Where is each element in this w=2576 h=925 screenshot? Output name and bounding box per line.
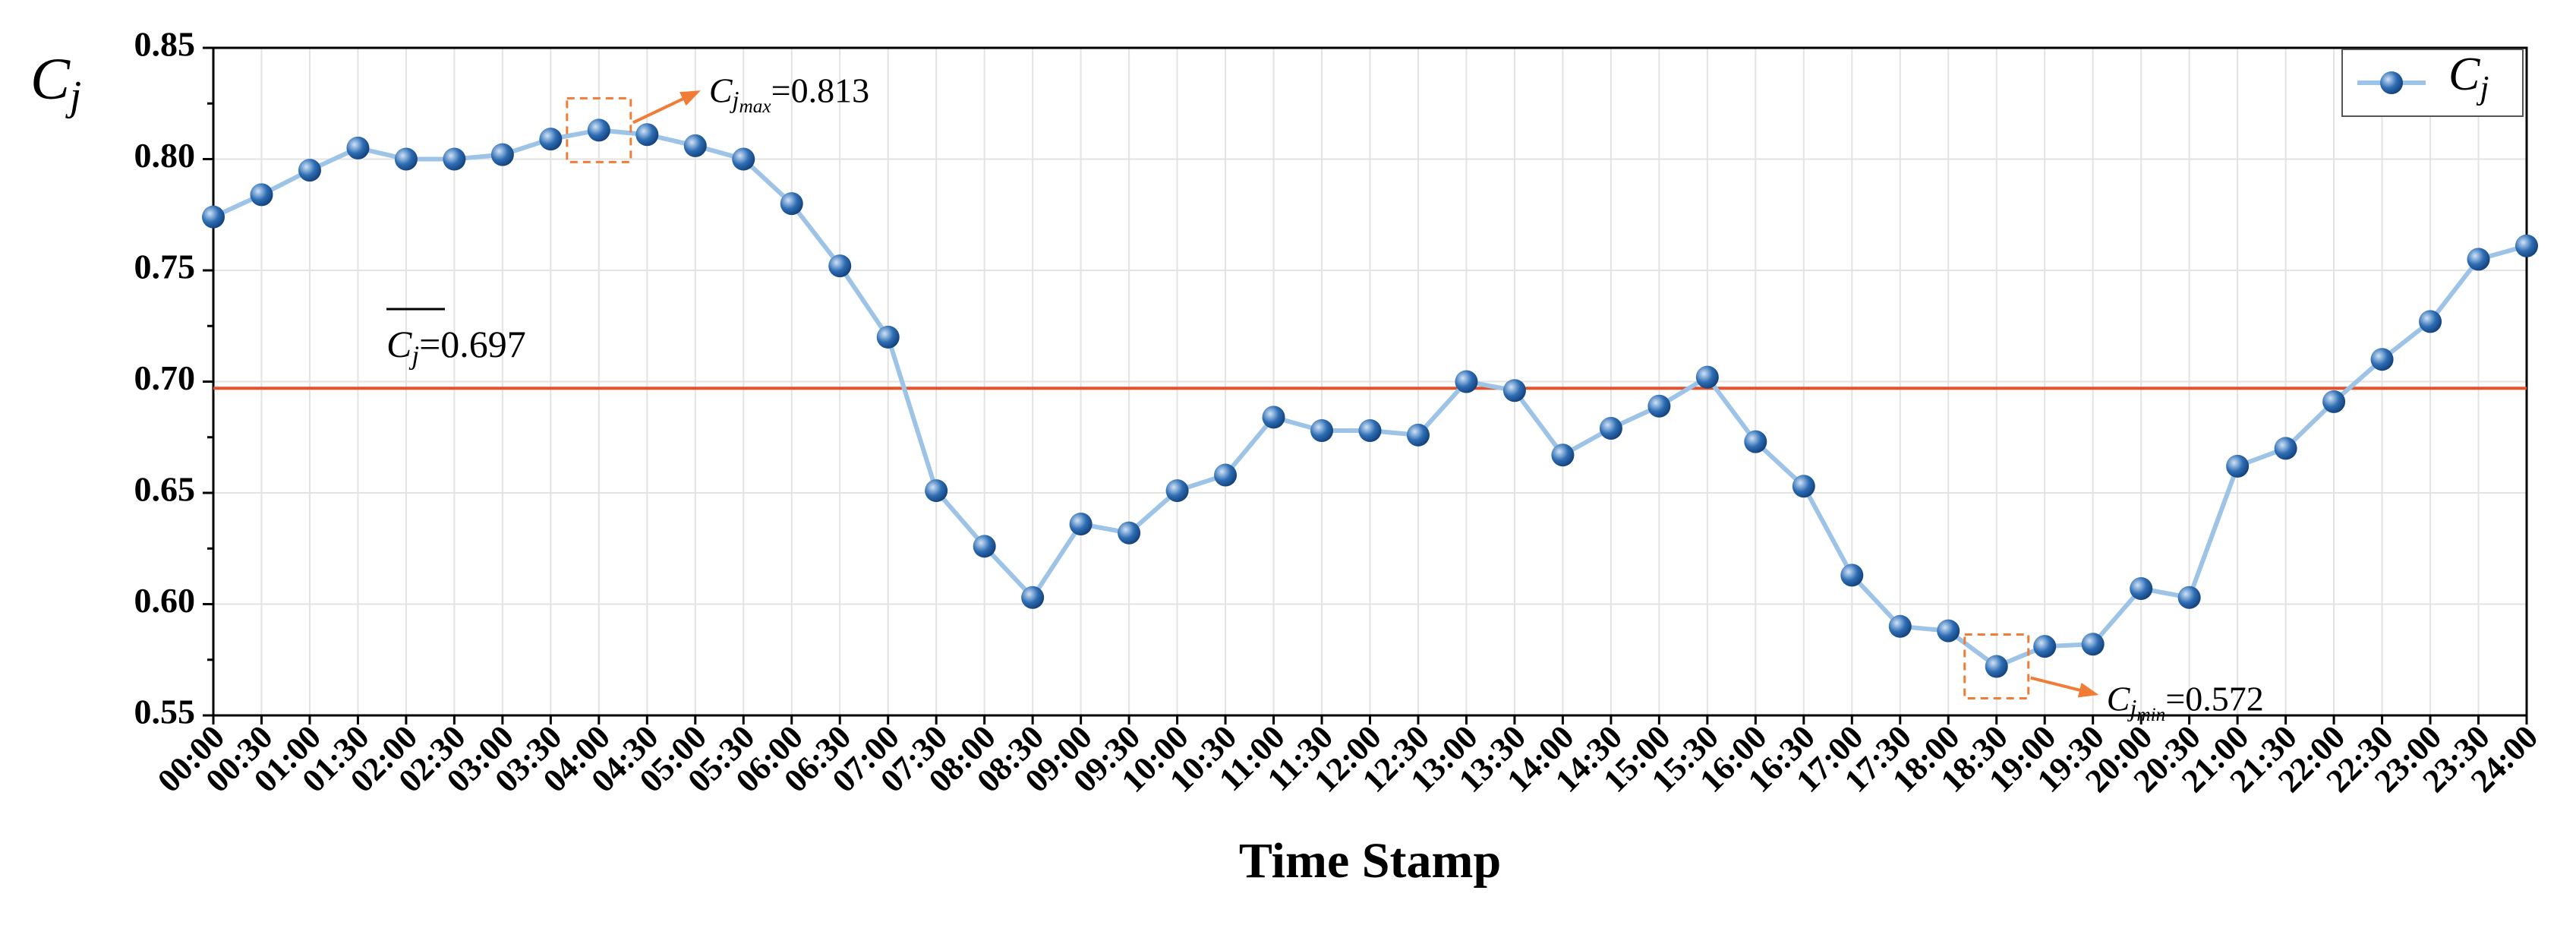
annotation-value: =0.572 [2165, 679, 2263, 718]
data-point [2515, 234, 2538, 257]
data-point [2081, 633, 2105, 656]
data-point [780, 192, 803, 216]
data-point [1455, 370, 1478, 393]
data-point [1358, 418, 1382, 442]
data-point [539, 128, 563, 151]
data-point [1744, 430, 1767, 453]
data-point [1310, 418, 1334, 442]
y-tick-label: 0.70 [134, 358, 196, 397]
data-point [490, 143, 514, 166]
data-point [1021, 586, 1045, 609]
data-point [1118, 521, 1141, 545]
data-point [1502, 379, 1526, 403]
x-axis-label: Time Stamp [1239, 833, 1501, 889]
legend-label: Cj [2448, 49, 2489, 106]
data-point [2274, 437, 2297, 460]
y-tick-label: 0.65 [134, 470, 196, 509]
data-point [250, 183, 273, 207]
annotation-value: =0.697 [419, 323, 526, 365]
data-point [2226, 454, 2250, 478]
data-point [732, 147, 755, 171]
annotation-label: Cjmin=0.572 [2107, 679, 2264, 725]
symbol: C [30, 46, 71, 112]
data-point [2370, 348, 2394, 371]
subscript: min [2136, 704, 2165, 725]
data-point [1792, 475, 1815, 498]
symbol: C [709, 71, 733, 109]
subscript: j [2476, 69, 2489, 106]
symbol: C [2448, 49, 2480, 100]
annotation-box [1963, 633, 2030, 700]
annotation-label: Cjmax=0.813 [709, 71, 869, 117]
data-point [2130, 576, 2153, 600]
arrow-head [2077, 682, 2099, 698]
y-tick-label: 0.55 [134, 693, 196, 731]
data-point [1985, 655, 2008, 678]
data-point [1937, 619, 1960, 642]
data-point [2322, 390, 2346, 413]
data-point [925, 479, 948, 503]
data-point [587, 118, 610, 142]
data-point [202, 205, 225, 229]
data-point [1069, 513, 1093, 536]
data-point [1840, 564, 1864, 587]
subscript: j [65, 72, 81, 118]
data-point [2467, 248, 2490, 271]
data-point [394, 147, 418, 171]
data-point [1647, 394, 1671, 418]
y-tick-label: 0.75 [134, 248, 196, 286]
data-point [1214, 463, 1238, 487]
data-point [1165, 479, 1189, 503]
data-point [1406, 423, 1430, 447]
data-point [635, 123, 659, 147]
symbol: C [386, 323, 412, 365]
subscript: j [730, 86, 739, 113]
data-point [2419, 310, 2442, 333]
y-tick-label: 0.60 [134, 581, 196, 620]
data-point [828, 254, 852, 278]
y-tick-label: 0.85 [134, 25, 196, 64]
data-point [1599, 417, 1622, 440]
data-point [973, 535, 996, 558]
annotation-value: =0.813 [771, 71, 869, 109]
y-axis-label: Cj [30, 46, 81, 118]
subscript: j [408, 341, 419, 371]
data-point [1262, 406, 1285, 429]
data-point [1695, 365, 1719, 389]
mean-label: Cj=0.697 [386, 323, 526, 370]
annotation-box [566, 96, 632, 163]
data-point [298, 159, 321, 182]
data-point [2177, 586, 2201, 609]
subscript: j [2127, 694, 2136, 721]
data-point [1888, 614, 1912, 638]
legend-marker [2380, 71, 2403, 94]
data-point [1551, 444, 1575, 467]
data-point [683, 134, 707, 157]
data-point [443, 147, 466, 171]
data-point [2033, 635, 2057, 658]
symbol: C [2107, 679, 2131, 718]
subscript: max [739, 96, 771, 117]
y-tick-label: 0.80 [134, 136, 196, 175]
arrow-head [679, 90, 701, 106]
data-point [346, 136, 370, 159]
data-point [876, 325, 900, 349]
